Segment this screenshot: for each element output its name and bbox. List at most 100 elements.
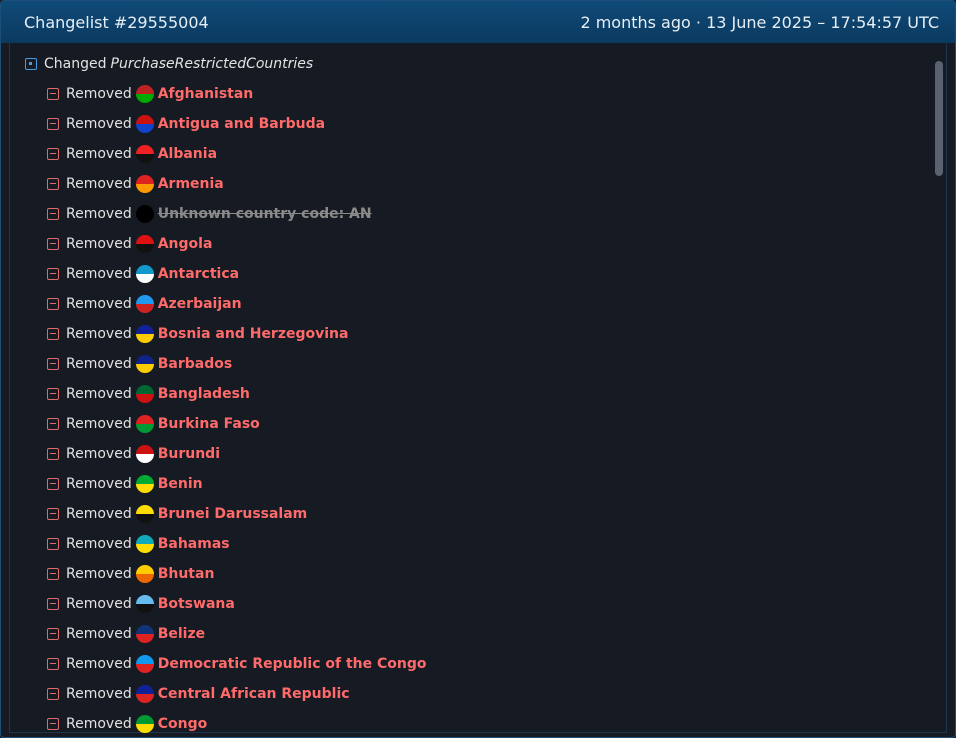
item-action: Removed [66,446,132,462]
item-action: Removed [66,236,132,252]
removed-row: Removed Belize [47,619,205,649]
item-action: Removed [66,356,132,372]
item-action: Removed [66,266,132,282]
removed-icon [47,628,59,640]
country-flag [135,85,154,103]
removed-row: Removed Afghanistan [47,79,253,109]
country-flag [135,205,154,223]
change-action: Changed [44,56,107,72]
removed-row: Removed Antigua and Barbuda [47,109,325,139]
country-flag [135,355,154,373]
change-list: Changed PurchaseRestrictedCountries Remo… [9,43,947,733]
removed-row: Removed Barbados [47,349,232,379]
removed-icon [47,688,59,700]
country-flag [135,325,154,343]
removed-icon [47,148,59,160]
item-action: Removed [66,536,132,552]
country-name: Botswana [157,596,235,612]
country-flag [135,175,154,193]
removed-row: Removed Armenia [47,169,224,199]
item-action: Removed [66,686,132,702]
changed-icon [25,58,37,70]
removed-icon [47,238,59,250]
country-name: Brunei Darussalam [157,506,308,522]
item-action: Removed [66,656,132,672]
country-flag [135,445,154,463]
country-flag [135,235,154,253]
removed-icon [47,328,59,340]
removed-icon [47,268,59,280]
country-name: Azerbaijan [157,296,242,312]
country-flag [135,295,154,313]
removed-icon [47,178,59,190]
removed-icon [47,298,59,310]
changelist-title: Changelist #29555004 [24,12,209,32]
country-flag [135,415,154,433]
item-action: Removed [66,86,132,102]
country-name: Burundi [157,446,220,462]
country-flag [135,115,154,133]
item-action: Removed [66,716,132,732]
removed-row: Removed Brunei Darussalam [47,499,307,529]
removed-row: Removed Botswana [47,589,235,619]
item-action: Removed [66,416,132,432]
country-name: Afghanistan [157,86,254,102]
country-flag [135,265,154,283]
removed-row: Removed Angola [47,229,212,259]
country-name: Bosnia and Herzegovina [157,326,349,342]
removed-row: Removed Bangladesh [47,379,250,409]
country-flag [135,145,154,163]
item-action: Removed [66,206,132,222]
country-name: Bahamas [157,536,230,552]
country-name: Antigua and Barbuda [157,116,326,132]
removed-icon [47,208,59,220]
removed-row: Removed Bosnia and Herzegovina [47,319,348,349]
country-flag [135,595,154,613]
country-name: Angola [157,236,213,252]
item-action: Removed [66,116,132,132]
item-action: Removed [66,476,132,492]
country-name: Democratic Republic of the Congo [157,656,427,672]
country-name: Belize [157,626,206,642]
country-name: Bhutan [157,566,215,582]
change-key: PurchaseRestrictedCountries [110,56,314,72]
removed-icon [47,448,59,460]
removed-row: Removed Bhutan [47,559,214,589]
country-name: Barbados [157,356,233,372]
country-name: Congo [157,716,208,732]
country-name: Burkina Faso [157,416,260,432]
header: Changelist #29555004 2 months ago · 13 J… [1,1,955,43]
removed-row: Removed Azerbaijan [47,289,242,319]
change-row: Changed PurchaseRestrictedCountries [25,49,313,79]
removed-icon [47,388,59,400]
removed-icon [47,538,59,550]
country-flag [135,625,154,643]
removed-row: Removed Bahamas [47,529,230,559]
country-name: Antarctica [157,266,240,282]
removed-row: Removed Burundi [47,439,220,469]
removed-icon [47,568,59,580]
removed-icon [47,358,59,370]
item-action: Removed [66,326,132,342]
country-flag [135,385,154,403]
removed-row: Removed Unknown country code: AN [47,199,372,229]
removed-row: Removed Albania [47,139,217,169]
item-action: Removed [66,566,132,582]
item-action: Removed [66,386,132,402]
removed-icon [47,718,59,730]
removed-icon [47,658,59,670]
removed-icon [47,598,59,610]
country-flag [135,475,154,493]
country-flag [135,715,154,733]
removed-row: Removed Antarctica [47,259,239,289]
removed-row: Removed Central African Republic [47,679,350,709]
country-flag [135,565,154,583]
removed-icon [47,508,59,520]
item-action: Removed [66,626,132,642]
removed-icon [47,418,59,430]
scrollbar[interactable] [935,61,943,176]
country-flag [135,505,154,523]
country-flag [135,535,154,553]
item-action: Removed [66,146,132,162]
